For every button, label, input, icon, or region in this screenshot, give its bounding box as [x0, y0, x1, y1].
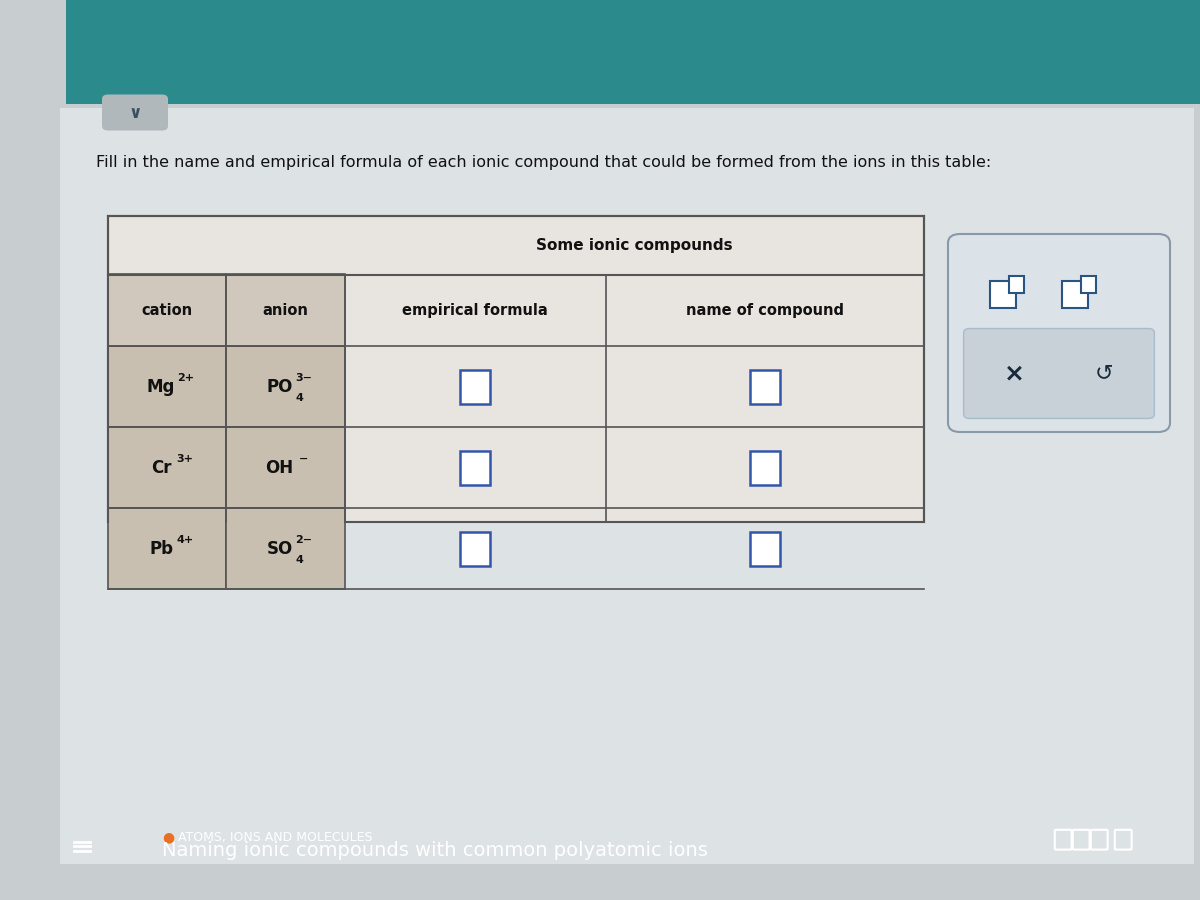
- Text: Cr: Cr: [151, 459, 172, 477]
- Text: ↺: ↺: [1094, 364, 1114, 383]
- Text: SO: SO: [266, 540, 293, 558]
- Text: name of compound: name of compound: [686, 303, 844, 318]
- Text: Some ionic compounds: Some ionic compounds: [536, 238, 733, 253]
- Text: Naming ionic compounds with common polyatomic ions: Naming ionic compounds with common polya…: [162, 841, 708, 860]
- Text: 4: 4: [296, 392, 304, 403]
- Text: 2−: 2−: [295, 535, 312, 545]
- Text: ATOMS, IONS AND MOLECULES: ATOMS, IONS AND MOLECULES: [178, 831, 372, 843]
- Text: cation: cation: [142, 303, 193, 318]
- Text: OH: OH: [265, 459, 294, 477]
- Text: Mg: Mg: [146, 378, 175, 396]
- Text: ∨: ∨: [128, 104, 143, 122]
- Text: 2+: 2+: [176, 373, 193, 383]
- Text: ×: ×: [1003, 362, 1025, 385]
- Text: anion: anion: [263, 303, 308, 318]
- Text: empirical formula: empirical formula: [402, 303, 548, 318]
- Text: 3+: 3+: [176, 454, 193, 464]
- Text: ●: ●: [162, 830, 174, 844]
- Text: 3−: 3−: [295, 373, 312, 383]
- Text: −: −: [299, 454, 308, 464]
- Text: Pb: Pb: [149, 540, 173, 558]
- Text: 4: 4: [296, 554, 304, 565]
- Text: 4+: 4+: [176, 535, 193, 545]
- Text: PO: PO: [266, 378, 293, 396]
- Text: Fill in the name and empirical formula of each ionic compound that could be form: Fill in the name and empirical formula o…: [96, 155, 991, 169]
